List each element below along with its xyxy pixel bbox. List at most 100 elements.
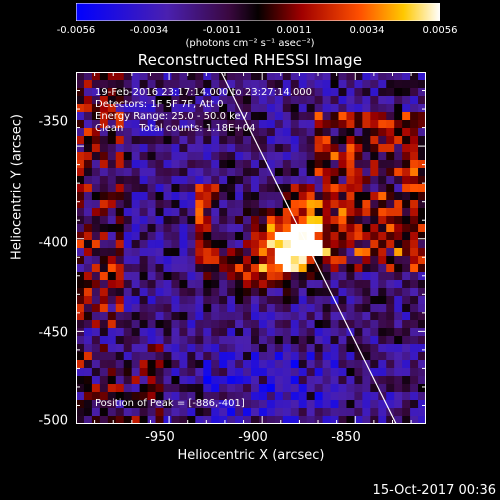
heatmap-cell (203, 216, 212, 225)
heatmap-cell (378, 120, 387, 129)
heatmap-cell (235, 160, 244, 169)
heatmap-cell (346, 136, 355, 145)
heatmap-cell (203, 368, 212, 377)
heatmap-cell (290, 112, 300, 121)
heatmap-cell (330, 304, 339, 313)
heatmap-cell (131, 256, 141, 265)
heatmap-cell (370, 192, 379, 201)
heatmap-cell (266, 288, 276, 297)
plot-frame (76, 72, 426, 424)
heatmap-cell (76, 368, 85, 377)
heatmap-cell (76, 352, 85, 361)
heatmap-cell (91, 80, 101, 89)
heatmap-cell (394, 368, 403, 377)
heatmap-cell (378, 344, 387, 353)
heatmap-cell (219, 152, 228, 161)
heatmap-cell (362, 184, 371, 193)
heatmap-cell (99, 256, 109, 265)
heatmap-cell (243, 256, 252, 265)
heatmap-cell (219, 144, 228, 153)
heatmap-cell (203, 360, 212, 369)
heatmap-cell (99, 168, 109, 177)
heatmap-cell (354, 248, 363, 257)
heatmap-cell (290, 312, 300, 321)
heatmap-cell (235, 88, 244, 97)
heatmap-cell (99, 328, 109, 337)
heatmap-cell (298, 360, 308, 369)
heatmap-cell (306, 120, 316, 129)
heatmap-cell (227, 360, 236, 369)
heatmap-cell (402, 408, 411, 417)
heatmap-cell (251, 176, 260, 185)
heatmap-cell (227, 248, 236, 257)
heatmap-cell (187, 288, 196, 297)
heatmap-cell (227, 128, 236, 137)
heatmap-cell (251, 168, 260, 177)
heatmap-cell (203, 256, 212, 265)
heatmap-cell (378, 240, 387, 249)
heatmap-cell (219, 168, 228, 177)
heatmap-cell (251, 400, 260, 409)
heatmap-cell (203, 376, 212, 385)
heatmap-cell (306, 176, 316, 185)
heatmap-cell (418, 256, 426, 265)
heatmap-cell (179, 184, 188, 193)
heatmap-cell (282, 96, 292, 105)
heatmap-cell (306, 96, 316, 105)
heatmap-cell (338, 288, 347, 297)
heatmap-cell (227, 376, 236, 385)
heatmap-cell (394, 160, 403, 169)
colorbar-tick: 0.0056 (422, 25, 458, 36)
heatmap-cell (155, 368, 164, 377)
heatmap-cell (203, 104, 212, 113)
heatmap-cell (219, 248, 228, 257)
heatmap-cell (91, 368, 101, 377)
heatmap-cell (410, 232, 419, 241)
heatmap-cell (378, 88, 387, 97)
heatmap-cell (179, 288, 188, 297)
heatmap-cell (147, 216, 156, 225)
heatmap-cell (282, 240, 292, 249)
heatmap-cell (306, 392, 316, 401)
heatmap-cell (362, 216, 371, 225)
heatmap-cell (131, 336, 141, 345)
heatmap-cell (314, 408, 323, 417)
heatmap-cell (227, 224, 236, 233)
heatmap-cell (282, 272, 292, 281)
heatmap-cell (115, 144, 125, 153)
heatmap-cell (91, 120, 101, 129)
heatmap-cell (211, 104, 220, 113)
heatmap-cell (322, 288, 331, 297)
heatmap-cell (418, 416, 426, 424)
heatmap-cell (306, 288, 316, 297)
heatmap-cell (258, 176, 268, 185)
heatmap-cell (107, 80, 117, 89)
heatmap-cell (298, 144, 308, 153)
heatmap-cell (235, 344, 244, 353)
heatmap-cell (179, 384, 188, 393)
heatmap-cell (171, 200, 180, 209)
heatmap-cell (171, 296, 180, 305)
heatmap-cell (155, 128, 164, 137)
heatmap-cell (219, 200, 228, 209)
heatmap-cell (266, 344, 276, 353)
heatmap-cell (338, 392, 347, 401)
heatmap-cell (290, 144, 300, 153)
heatmap-cell (155, 96, 164, 105)
heatmap-cell (266, 328, 276, 337)
heatmap-cell (394, 312, 403, 321)
heatmap-cell (163, 96, 172, 105)
heatmap-cell (266, 312, 276, 321)
heatmap-cell (410, 144, 419, 153)
heatmap-cell (76, 240, 85, 249)
heatmap-cell (306, 376, 316, 385)
heatmap-cell (107, 312, 117, 321)
heatmap-cell (163, 376, 172, 385)
heatmap-cell (171, 360, 180, 369)
heatmap-cell (410, 200, 419, 209)
heatmap-cell (306, 328, 316, 337)
heatmap-cell (99, 272, 109, 281)
heatmap-cell (147, 248, 156, 257)
heatmap-cell (131, 120, 141, 129)
heatmap-cell (123, 208, 133, 217)
